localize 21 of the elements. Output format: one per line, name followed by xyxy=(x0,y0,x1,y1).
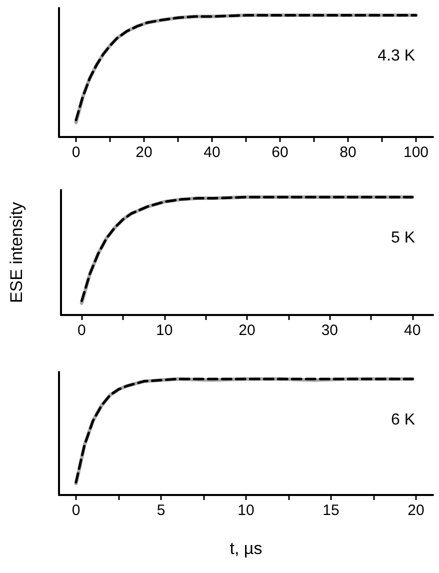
x-tick-label: 10 xyxy=(156,322,173,339)
x-tick-label: 30 xyxy=(321,322,338,339)
x-tick-label: 5 xyxy=(156,502,166,519)
x-tick-label: 0 xyxy=(72,502,80,519)
x-tick-label: 60 xyxy=(272,144,288,161)
x-tick-label: 0 xyxy=(77,322,86,339)
x-tick-label: 100 xyxy=(403,144,429,161)
x-tick-label: 40 xyxy=(404,322,421,339)
annotation: 5 K xyxy=(390,230,416,246)
x-tick-label: 0 xyxy=(72,144,80,161)
annotation: 6 K xyxy=(390,412,416,428)
x-tick-label: 40 xyxy=(204,144,220,161)
x-tick-label: 10 xyxy=(238,502,254,519)
y-axis-title: ESE intensity xyxy=(7,201,26,304)
x-tick-label: 20 xyxy=(136,144,152,161)
x-tick-label: 80 xyxy=(340,144,356,161)
x-tick-label: 15 xyxy=(322,502,340,519)
x-tick-label: 20 xyxy=(238,322,256,339)
annotation: 4.3 K xyxy=(378,48,416,64)
x-tick-label: 20 xyxy=(408,502,424,519)
x-axis-title: t, µs xyxy=(230,539,262,558)
